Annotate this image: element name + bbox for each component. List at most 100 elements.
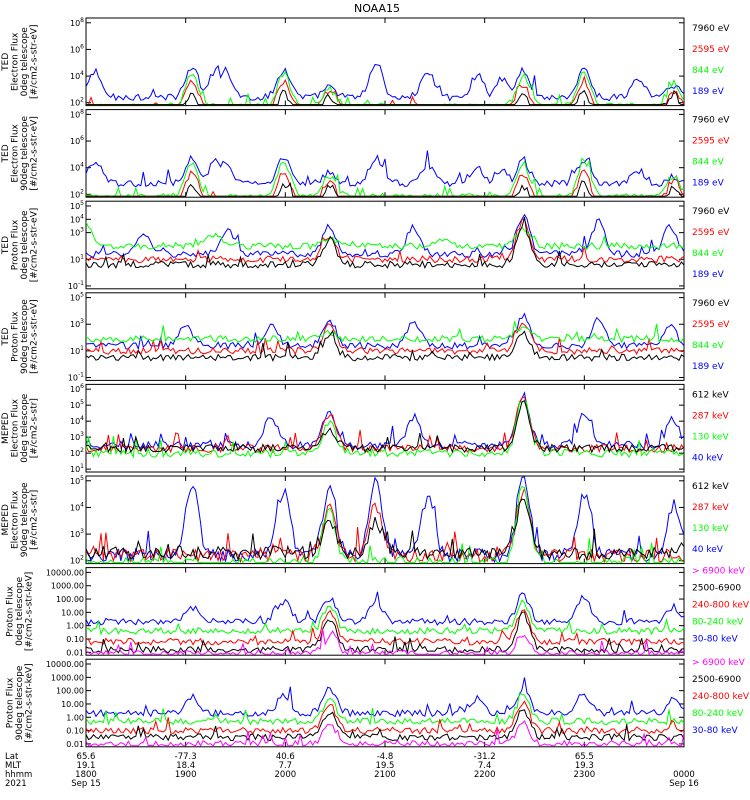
legend-entry: 2595 eV: [692, 228, 730, 238]
legend-entry: 240-800 keV: [692, 692, 750, 702]
x-tick-label-hhmm: 2300: [574, 770, 596, 780]
legend-entry: 30-80 keV: [692, 635, 738, 645]
series-line-red: [86, 322, 684, 356]
y-axis-label: 0deg telescope: [20, 393, 30, 463]
y-tick-label: 1000.00: [51, 582, 84, 591]
legend-entry: 844 eV: [692, 341, 725, 351]
y-axis-label: TED: [1, 236, 11, 255]
series-line-black: [86, 329, 684, 363]
y-tick-label: 0.10: [66, 635, 84, 644]
y-tick-label: 1000.00: [51, 673, 84, 682]
series-line-green: [86, 485, 684, 564]
y-axis-label: [#/cm2-s-str]: [30, 490, 40, 550]
legend-entry: 612 keV: [692, 482, 729, 492]
y-axis-label: Proton Flux: [6, 585, 16, 636]
y-tick-label: 10000.00: [46, 568, 84, 577]
x-row-label: 2021: [5, 779, 27, 789]
y-tick-label: 102: [70, 447, 84, 458]
series-line-magenta: [86, 720, 684, 747]
y-tick-label: 104: [70, 70, 84, 81]
y-axis-label: TED: [1, 53, 11, 72]
y-axis-label: [#/cm2-s-str]: [30, 398, 40, 458]
y-tick-label: 108: [70, 17, 84, 28]
y-axis-label: [#/cm2-s-str-eV]: [30, 116, 40, 191]
series-line-blue: [86, 213, 684, 258]
legend-entry: 240-800 keV: [692, 601, 750, 611]
series-line-black: [86, 709, 684, 742]
y-tick-label: 101: [70, 463, 84, 474]
x-tick-label-lat: -31.2: [474, 752, 496, 762]
x-tick-label-date: Sep 15: [71, 779, 101, 789]
y-axis-label: TED: [1, 144, 11, 163]
series-group: [86, 213, 684, 269]
y-tick-label: 101: [70, 345, 84, 356]
x-tick-label-mlt: 19.5: [376, 761, 395, 771]
x-tick-label-mlt: 19.3: [575, 761, 594, 771]
series-group: [86, 312, 684, 363]
x-row-label: hhmm: [5, 770, 32, 780]
y-axis-label: 90deg telescope: [15, 665, 25, 740]
legend-entry: 30-80 keV: [692, 726, 738, 736]
legend-entry: 844 eV: [692, 158, 725, 168]
x-tick-label-mlt: 18.4: [176, 761, 195, 771]
series-line-magenta: [86, 629, 684, 656]
legend-entry: 287 keV: [692, 503, 729, 513]
series-line-red: [86, 700, 684, 735]
series-line-black: [86, 498, 684, 561]
series-line-blue: [86, 476, 684, 564]
series-line-blue: [86, 312, 684, 351]
series-group: [86, 677, 684, 747]
legend-entry: 189 eV: [692, 362, 725, 372]
y-tick-label: 103: [70, 227, 84, 238]
y-tick-label: 108: [70, 108, 84, 119]
series-line-green: [86, 599, 684, 636]
y-axis-label: [#/cm2-s-str-keV]: [25, 572, 35, 651]
plot-frame: [85, 109, 685, 198]
series-group: [86, 150, 684, 198]
y-tick-label: 10-1: [68, 372, 84, 383]
x-tick-label-lat: 65.5: [575, 752, 594, 762]
legend-entry: 80-240 keV: [692, 709, 744, 719]
legend-entry: 2595 eV: [692, 137, 730, 147]
x-tick-label-hhmm: 2100: [374, 770, 396, 780]
legend-entry: 2595 eV: [692, 45, 730, 55]
y-tick-label: 102: [70, 97, 84, 108]
series-line-green: [86, 221, 684, 251]
y-tick-label: 102: [70, 188, 84, 199]
y-axis-label: [#/cm2-s-str-eV]: [30, 25, 40, 100]
figure-title: NOAA15: [354, 2, 400, 15]
y-axis-label: 90deg telescope: [20, 116, 30, 191]
y-axis-label: 0deg telescope: [20, 210, 30, 280]
x-tick-label-hhmm: 1800: [75, 770, 97, 780]
y-axis-label: 90deg telescope: [20, 482, 30, 557]
y-tick-label: 0.01: [66, 740, 84, 749]
y-tick-label: 103: [70, 528, 84, 539]
y-axis-label: Proton Flux: [6, 677, 16, 728]
legend-entry: 7960 eV: [692, 299, 730, 309]
legend-entry: 7960 eV: [692, 207, 730, 217]
series-line-black: [86, 180, 684, 197]
x-row-label: MLT: [5, 761, 22, 771]
y-tick-label: 104: [70, 213, 84, 224]
y-axis-label: Electron Flux: [11, 490, 21, 549]
series-line-red: [86, 486, 684, 564]
y-axis-label: [#/cm2-s-str-eV]: [30, 299, 40, 374]
y-axis-label: TED: [1, 327, 11, 346]
y-tick-label: 10.00: [61, 700, 84, 709]
legend-entry: 40 keV: [692, 453, 724, 463]
legend-entry: 189 eV: [692, 270, 725, 280]
x-tick-label-lat: -77.3: [175, 752, 197, 762]
panel-6: 102 103 104 105 MEPED Electron Flux 90deg tele…: [1, 475, 729, 566]
series-line-blue: [86, 64, 684, 102]
y-axis-label: Electron Flux: [11, 398, 21, 457]
y-tick-label: 10-1: [68, 280, 84, 291]
y-tick-label: 105: [70, 475, 84, 486]
y-tick-label: 100.00: [56, 687, 84, 696]
x-tick-label-hhmm: 2200: [474, 770, 496, 780]
legend-entry: 189 eV: [692, 87, 725, 97]
series-line-blue: [86, 591, 684, 626]
x-tick-label-lat: 65.6: [77, 752, 96, 762]
x-tick-label-mlt: 7.4: [478, 761, 492, 771]
